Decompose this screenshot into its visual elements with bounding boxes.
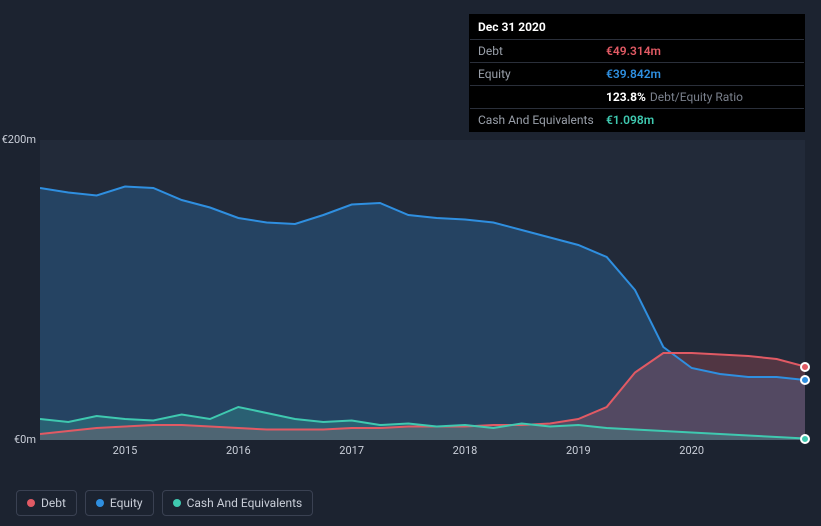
chart-svg [40,140,805,440]
series-end-marker [800,375,810,385]
legend-label: Equity [110,496,143,510]
series-end-marker [800,362,810,372]
legend-item-debt[interactable]: Debt [16,490,77,516]
legend-swatch [96,499,104,507]
chart-container: €200m €0m 2015 2016 2017 2018 2019 2020 [0,120,821,470]
x-axis-tick: 2020 [679,444,704,457]
tooltip-row-equity: Equity €39.842m [470,63,804,86]
tooltip-ratio: 123.8%Debt/Equity Ratio [606,90,743,104]
legend-label: Cash And Equivalents [187,496,303,510]
tooltip-date: Dec 31 2020 [470,15,804,40]
tooltip-label: Equity [478,67,606,81]
tooltip-row-ratio: 123.8%Debt/Equity Ratio [470,86,804,109]
x-axis-tick: 2016 [226,444,251,457]
x-axis-tick: 2019 [566,444,591,457]
series-end-marker [800,434,810,444]
tooltip-panel: Dec 31 2020 Debt €49.314m Equity €39.842… [469,14,805,132]
x-axis-tick: 2015 [113,444,138,457]
legend-swatch [27,499,35,507]
tooltip-value: €49.314m [606,44,661,58]
tooltip-value: €39.842m [606,67,661,81]
tooltip-row-debt: Debt €49.314m [470,40,804,63]
legend-swatch [173,499,181,507]
chart-plot-area[interactable] [40,140,805,440]
x-axis-tick: 2017 [339,444,364,457]
legend: Debt Equity Cash And Equivalents [16,490,313,516]
tooltip-label: Debt [478,44,606,58]
tooltip-label [478,90,606,104]
legend-label: Debt [41,496,66,510]
y-axis-tick: €200m [0,133,36,146]
y-axis-tick: €0m [0,433,36,446]
legend-item-equity[interactable]: Equity [85,490,154,516]
x-axis-tick: 2018 [453,444,478,457]
legend-item-cash[interactable]: Cash And Equivalents [162,490,314,516]
